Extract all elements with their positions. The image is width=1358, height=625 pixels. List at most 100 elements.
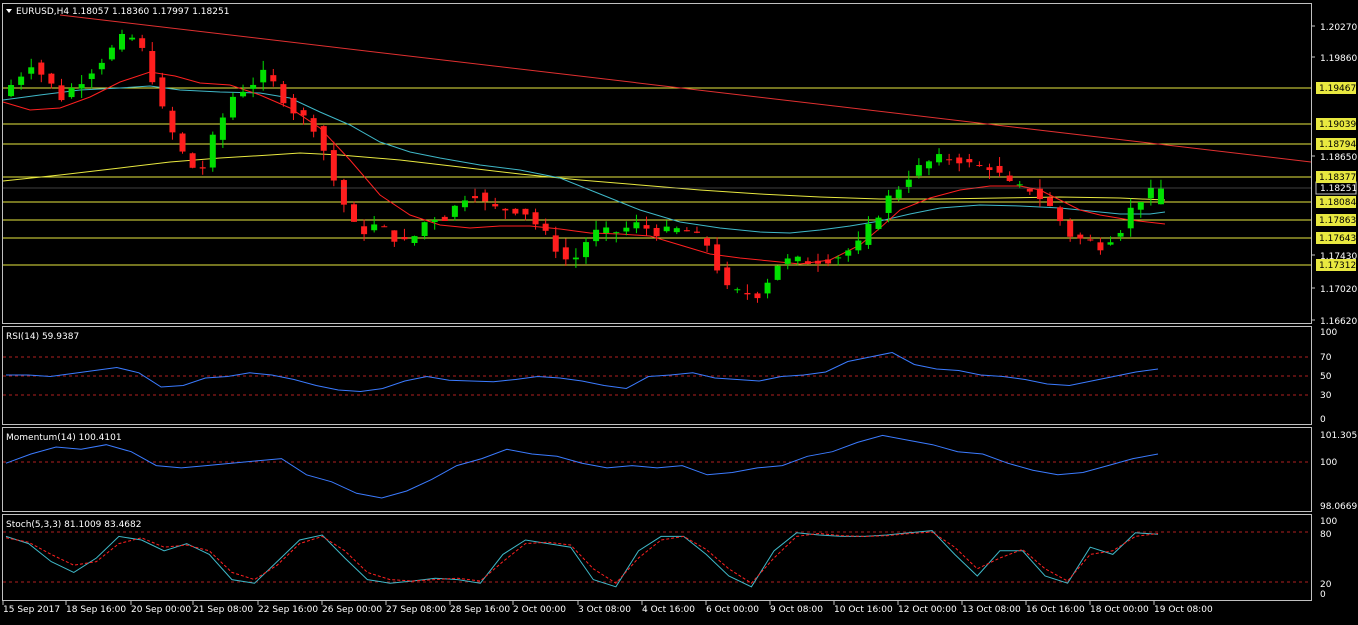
candle-body[interactable] xyxy=(1036,188,1043,200)
candle-body[interactable] xyxy=(704,238,711,246)
candle-body[interactable] xyxy=(8,85,15,97)
candle-body[interactable] xyxy=(724,267,731,286)
candle-body[interactable] xyxy=(371,224,378,231)
candle-body[interactable] xyxy=(1057,207,1064,222)
candle-body[interactable] xyxy=(330,150,337,181)
candle-body[interactable] xyxy=(946,159,953,161)
rsi-panel-frame[interactable] xyxy=(2,326,1312,425)
candle-body[interactable] xyxy=(290,97,297,114)
candle-body[interactable] xyxy=(179,133,186,152)
candle-body[interactable] xyxy=(1107,242,1114,245)
candle-body[interactable] xyxy=(915,165,922,176)
candle-body[interactable] xyxy=(532,212,539,225)
candle-body[interactable] xyxy=(1047,197,1053,207)
candle-body[interactable] xyxy=(58,85,65,101)
stoch-panel[interactable]: Stoch(5,3,3) 81.1009 83.4682 100 80 20 0 xyxy=(3,517,1337,600)
candle-body[interactable] xyxy=(855,240,862,251)
candle-body[interactable] xyxy=(693,231,700,233)
candle-body[interactable] xyxy=(1147,187,1154,199)
main-chart-frame[interactable] xyxy=(2,3,1312,324)
candle-body[interactable] xyxy=(1137,202,1144,210)
candle-body[interactable] xyxy=(108,47,115,60)
candle-body[interactable] xyxy=(663,226,670,232)
candle-body[interactable] xyxy=(542,223,549,231)
candle-body[interactable] xyxy=(512,208,519,214)
candle-body[interactable] xyxy=(875,217,882,229)
candle-body[interactable] xyxy=(734,289,741,291)
candle-body[interactable] xyxy=(431,219,438,223)
candle-body[interactable] xyxy=(119,34,125,50)
candle-body[interactable] xyxy=(421,222,428,237)
candle-body[interactable] xyxy=(18,76,25,85)
candle-body[interactable] xyxy=(764,282,771,294)
candle-body[interactable] xyxy=(774,265,781,280)
candle-body[interactable] xyxy=(825,259,832,264)
candle-body[interactable] xyxy=(219,117,226,140)
candle-body[interactable] xyxy=(260,69,267,83)
candle-body[interactable] xyxy=(310,118,317,132)
candle-body[interactable] xyxy=(845,250,852,256)
candle-body[interactable] xyxy=(1077,234,1084,239)
candle-body[interactable] xyxy=(159,77,166,107)
candle-body[interactable] xyxy=(28,67,35,74)
candle-body[interactable] xyxy=(562,247,569,260)
candle-body[interactable] xyxy=(502,208,509,211)
candle-body[interactable] xyxy=(1097,242,1104,251)
candle-body[interactable] xyxy=(1117,232,1124,237)
candle-body[interactable] xyxy=(593,229,600,242)
candle-body[interactable] xyxy=(411,236,418,243)
candle-body[interactable] xyxy=(1127,207,1134,229)
candle-body[interactable] xyxy=(885,195,892,213)
candle-body[interactable] xyxy=(804,261,811,264)
candle-body[interactable] xyxy=(603,227,610,234)
candle-body[interactable] xyxy=(673,228,680,233)
trendline[interactable] xyxy=(59,14,1312,163)
candle-body[interactable] xyxy=(300,110,307,116)
candle-body[interactable] xyxy=(361,226,368,235)
candle-body[interactable] xyxy=(492,204,499,207)
candle-body[interactable] xyxy=(351,204,357,222)
candle-body[interactable] xyxy=(250,84,257,89)
candle-body[interactable] xyxy=(381,226,388,228)
candle-body[interactable] xyxy=(149,51,156,83)
candle-body[interactable] xyxy=(270,75,277,82)
candle-body[interactable] xyxy=(683,230,690,232)
candle-body[interactable] xyxy=(956,157,963,164)
candle-body[interactable] xyxy=(98,62,105,70)
candle-body[interactable] xyxy=(169,110,176,133)
candle-body[interactable] xyxy=(68,87,75,98)
candle-body[interactable] xyxy=(925,161,932,169)
momentum-panel-frame[interactable] xyxy=(2,427,1312,512)
candle-body[interactable] xyxy=(714,244,721,271)
candle-body[interactable] xyxy=(572,257,579,260)
candle-body[interactable] xyxy=(1087,239,1094,241)
price-axis[interactable]: 1.20270 1.19860 1.18650 1.17430 1.17020 … xyxy=(1311,23,1357,327)
candle-body[interactable] xyxy=(88,73,95,80)
dropdown-triangle-icon[interactable] xyxy=(6,9,12,13)
candle-body[interactable] xyxy=(1016,184,1023,186)
candle-body[interactable] xyxy=(986,167,993,171)
candle-body[interactable] xyxy=(280,84,287,104)
candle-body[interactable] xyxy=(209,134,216,168)
candle-body[interactable] xyxy=(240,91,247,97)
candle-body[interactable] xyxy=(754,293,761,299)
candle-body[interactable] xyxy=(865,223,872,245)
candle-body[interactable] xyxy=(199,167,206,169)
candle-body[interactable] xyxy=(229,96,236,118)
candle-body[interactable] xyxy=(552,235,559,252)
candle-body[interactable] xyxy=(583,242,589,258)
candle-body[interactable] xyxy=(461,200,468,208)
candle-body[interactable] xyxy=(613,232,620,234)
candle-body[interactable] xyxy=(623,227,630,232)
candle-body[interactable] xyxy=(441,216,448,221)
candle-body[interactable] xyxy=(794,256,801,262)
candle-body[interactable] xyxy=(139,38,146,48)
candle-body[interactable] xyxy=(48,73,55,84)
candle-body[interactable] xyxy=(966,159,973,163)
time-axis[interactable]: 15 Sep 2017 18 Sep 16:00 20 Sep 00:00 21 Se… xyxy=(2,601,1213,615)
candle-body[interactable] xyxy=(78,84,85,89)
candle-body[interactable] xyxy=(401,237,408,240)
candle-body[interactable] xyxy=(129,37,136,40)
candle-body[interactable] xyxy=(189,153,196,168)
